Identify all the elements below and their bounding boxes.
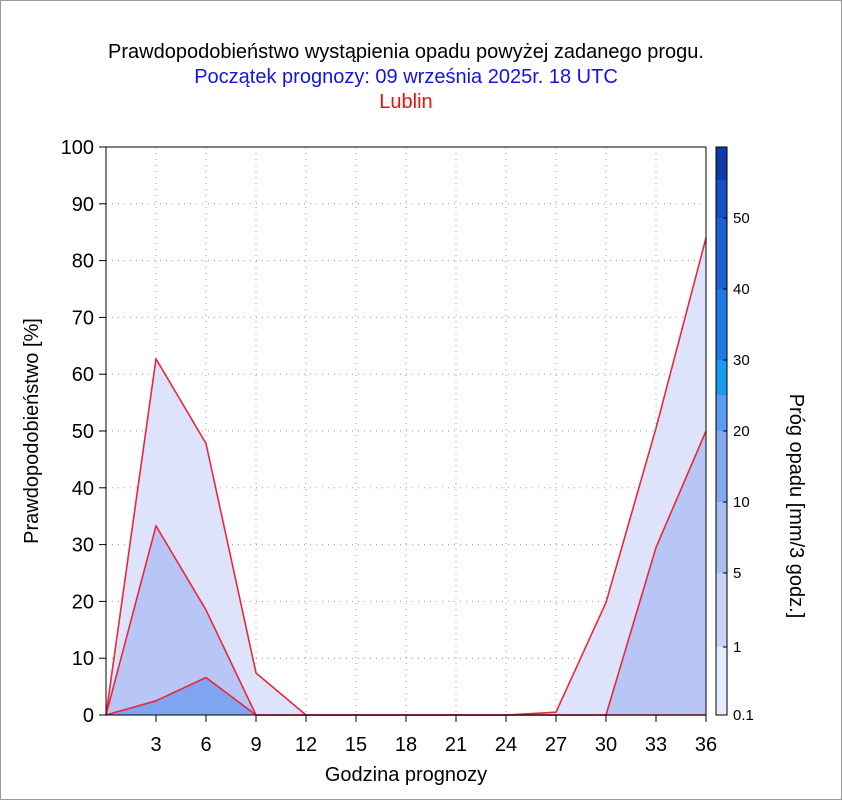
colorbar-segment [716, 647, 727, 715]
x-tick-label: 9 [250, 734, 261, 756]
colorbar-tick-label: 50 [733, 210, 750, 227]
y-tick-label: 30 [72, 535, 94, 557]
colorbar-tick-label: 1 [733, 639, 741, 656]
y-tick-label: 80 [72, 251, 94, 273]
colorbar-segment [716, 180, 727, 218]
x-axis: 3 6 9 12 15 18 21 24 27 30 33 36 [150, 715, 717, 756]
colorbar-segment [716, 431, 727, 502]
chart-header: Prawdopodobieństwo wystąpienia opadu pow… [0, 40, 812, 115]
y-tick-label: 100 [61, 137, 94, 159]
colorbar: 0.1 1 5 10 20 30 40 50 [715, 146, 754, 724]
series-area-3 [106, 677, 706, 715]
colorbar-segment [716, 573, 727, 647]
colorbar-label: Próg opadu [mm/3 godz.] [785, 394, 807, 619]
colorbar-segment [716, 395, 727, 431]
colorbar-segment [716, 289, 727, 360]
colorbar-tick-label: 40 [733, 281, 750, 298]
colorbar-tick-label: 10 [733, 494, 750, 511]
y-tick-label: 50 [72, 421, 94, 443]
chart-title: Prawdopodobieństwo wystąpienia opadu pow… [108, 41, 704, 63]
x-tick-label: 12 [295, 734, 317, 756]
chart-location: Lublin [379, 91, 433, 113]
x-tick-label: 36 [695, 734, 717, 756]
y-axis: 0 10 20 30 40 50 60 70 80 90 100 [61, 137, 106, 727]
chart-subtitle: Początek prognozy: 09 września 2025r. 18… [194, 66, 618, 88]
colorbar-tick-label: 30 [733, 352, 750, 369]
colorbar-tick-label: 0.1 [733, 707, 754, 724]
x-tick-label: 18 [395, 734, 417, 756]
y-tick-label: 0 [83, 705, 94, 727]
x-tick-label: 33 [645, 734, 667, 756]
x-tick-label: 15 [345, 734, 367, 756]
x-tick-label: 27 [545, 734, 567, 756]
colorbar-segment [716, 218, 727, 289]
colorbar-segment [716, 360, 727, 395]
colorbar-segment [716, 147, 727, 180]
colorbar-tick-label: 5 [733, 565, 741, 582]
y-tick-label: 40 [72, 478, 94, 500]
x-tick-label: 3 [150, 734, 161, 756]
x-tick-label: 21 [445, 734, 467, 756]
y-tick-label: 60 [72, 364, 94, 386]
y-tick-label: 70 [72, 307, 94, 329]
x-tick-label: 30 [595, 734, 617, 756]
series-areas [106, 237, 706, 715]
y-axis-label: Prawdopodobieństwo [%] [21, 318, 43, 544]
x-tick-label: 6 [200, 734, 211, 756]
x-tick-label: 24 [495, 734, 517, 756]
y-tick-label: 10 [72, 648, 94, 670]
x-axis-label: Godzina prognozy [325, 764, 487, 786]
series-area-2 [106, 431, 706, 715]
colorbar-tick-label: 20 [733, 423, 750, 440]
y-tick-label: 90 [72, 194, 94, 216]
y-tick-label: 20 [72, 591, 94, 613]
colorbar-segment [716, 502, 727, 573]
